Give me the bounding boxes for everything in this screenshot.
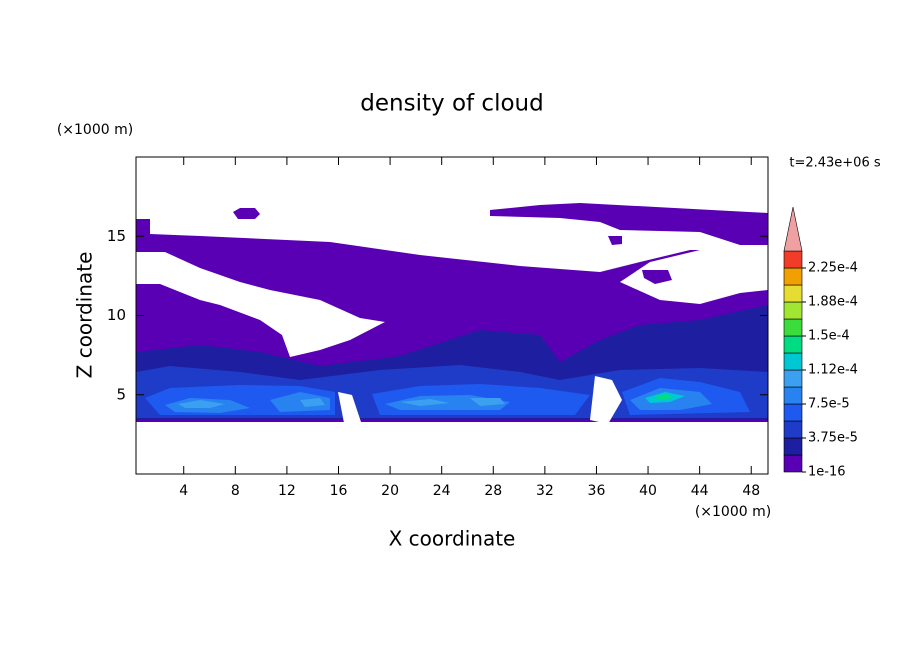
- time-annotation: t=2.43e+06 s: [789, 156, 881, 171]
- contour-field: [136, 203, 768, 474]
- x-tick-label: 40: [639, 483, 657, 499]
- colorbar-box: [783, 352, 803, 371]
- x-tick-label: 24: [433, 483, 451, 499]
- contour-region: [620, 250, 768, 304]
- x-tick-label: 44: [691, 483, 709, 499]
- colorbar-label: 1.5e-4: [808, 329, 850, 344]
- contour-region: [490, 203, 768, 245]
- colorbar-box: [783, 437, 803, 456]
- contour-region: [233, 208, 260, 219]
- x-tick-label: 20: [381, 483, 399, 499]
- colorbar-box: [783, 403, 803, 422]
- colorbar-box: [783, 454, 803, 473]
- y-axis-label: Z coordinate: [73, 252, 97, 379]
- x-axis-label: X coordinate: [389, 527, 516, 551]
- colorbar-label: 2.25e-4: [808, 261, 858, 276]
- colorbar-box: [783, 284, 803, 303]
- contour-region: [270, 392, 330, 412]
- y-unit: (×1000 m): [57, 122, 133, 138]
- colorbar-box: [783, 386, 803, 405]
- contour-region: [136, 422, 768, 474]
- contour-region: [655, 394, 672, 400]
- chart-title: density of cloud: [360, 91, 543, 117]
- x-tick-label: 16: [330, 483, 348, 499]
- x-tick-label: 8: [231, 483, 240, 499]
- colorbar-label: 1.88e-4: [808, 295, 858, 310]
- contour-region: [300, 398, 325, 407]
- contour-region: [608, 236, 622, 245]
- colorbar-over-arrow: [783, 206, 803, 252]
- colorbar-box: [783, 335, 803, 354]
- contour-region: [590, 376, 622, 424]
- contour-region: [338, 392, 362, 428]
- colorbar-box: [783, 250, 803, 269]
- x-tick-label: 4: [179, 483, 188, 499]
- y-tick-label: 5: [116, 385, 126, 403]
- contour-region: [400, 399, 450, 406]
- y-tick-label: 15: [107, 227, 126, 245]
- colorbar-box: [783, 301, 803, 320]
- colorbar-label: 1e-16: [808, 465, 846, 480]
- contour-region: [642, 270, 672, 284]
- x-tick-label: 12: [278, 483, 296, 499]
- colorbar-box: [783, 420, 803, 439]
- y-tick-label: 10: [107, 306, 126, 324]
- contour-region: [178, 400, 225, 408]
- colorbar-box: [783, 318, 803, 337]
- colorbar-box: [783, 267, 803, 286]
- contour-region: [136, 252, 385, 357]
- colorbar-label: 3.75e-5: [808, 431, 858, 446]
- contour-region: [470, 398, 505, 406]
- x-tick-label: 48: [742, 483, 760, 499]
- x-unit: (×1000 m): [695, 504, 771, 520]
- x-tick-label: 28: [484, 483, 502, 499]
- x-tick-label: 36: [588, 483, 606, 499]
- x-tick-label: 32: [536, 483, 554, 499]
- colorbar-box: [783, 369, 803, 388]
- colorbar-label: 1.12e-4: [808, 363, 858, 378]
- colorbar-label: 7.5e-5: [808, 397, 850, 412]
